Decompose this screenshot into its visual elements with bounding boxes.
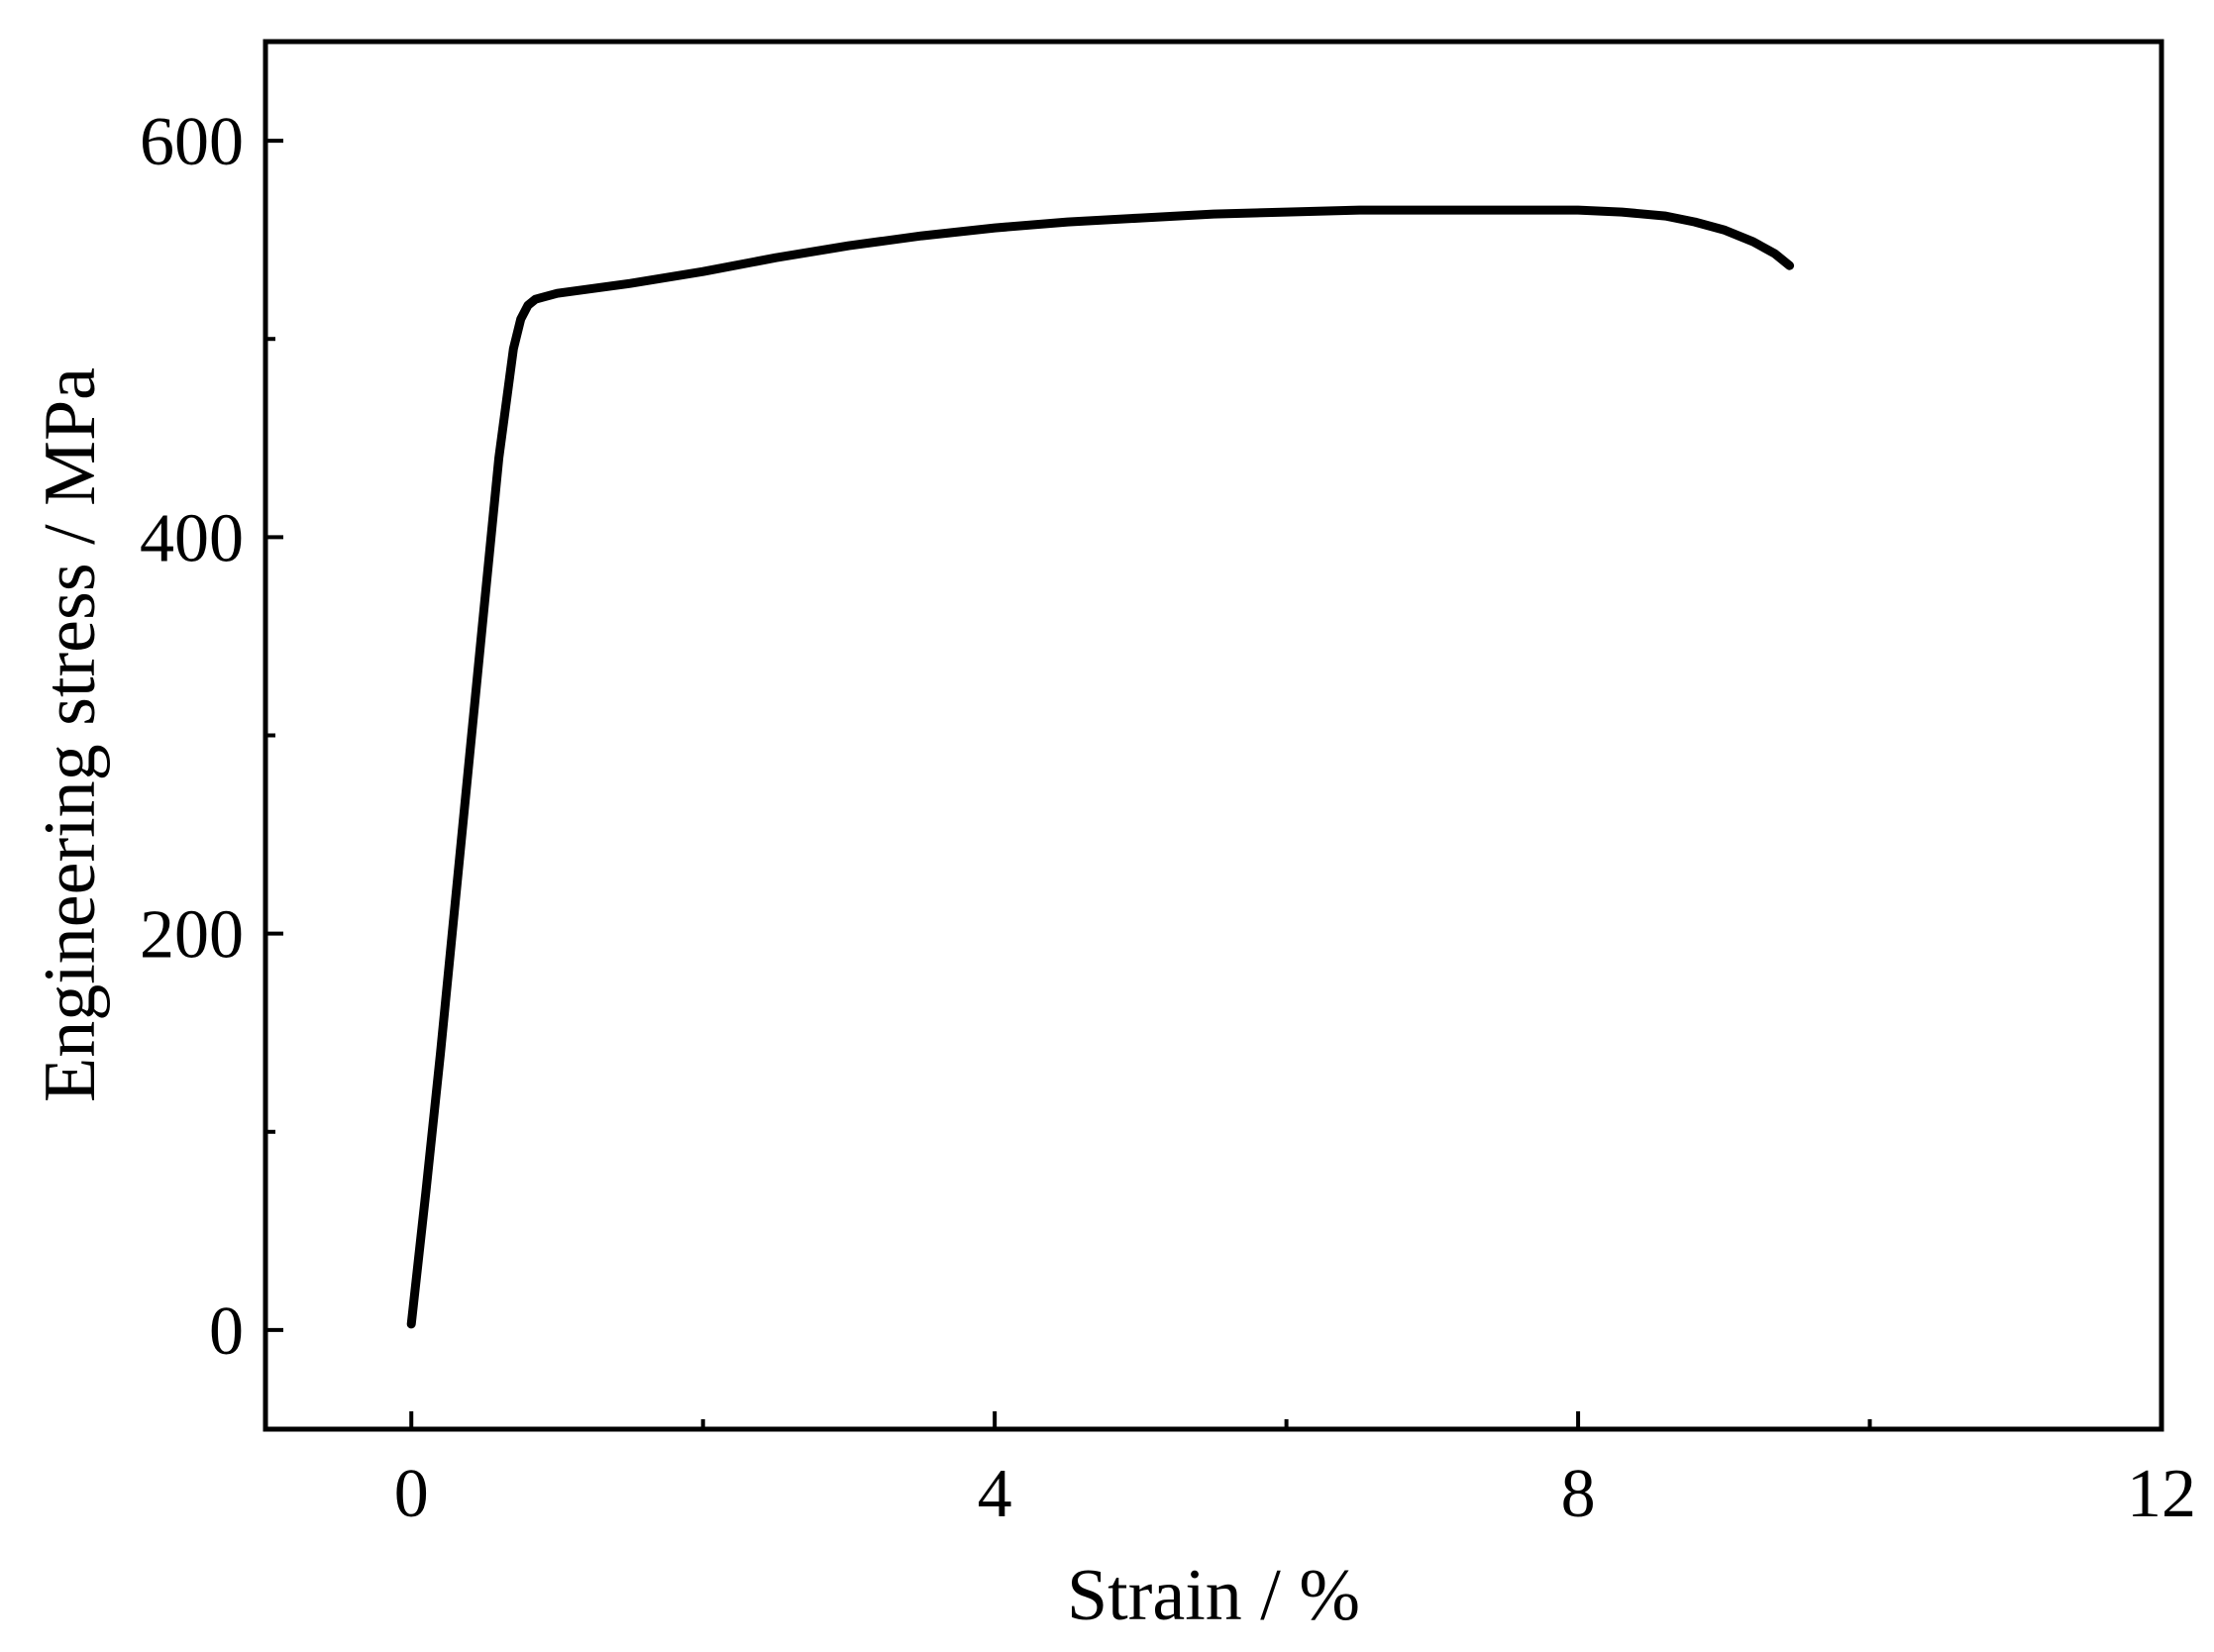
y-tick-label: 400 bbox=[140, 500, 244, 576]
x-tick-label: 0 bbox=[394, 1456, 429, 1532]
y-tick-label: 600 bbox=[140, 104, 244, 180]
stress-strain-curve bbox=[406, 205, 1795, 1329]
x-axis-title: Strain / % bbox=[1067, 1555, 1360, 1636]
x-tick-label: 4 bbox=[978, 1456, 1012, 1532]
y-tick-label: 200 bbox=[140, 897, 244, 974]
x-tick-label: 12 bbox=[2127, 1456, 2196, 1532]
y-axis-title: Engineering stress / MPa bbox=[30, 367, 111, 1102]
y-tick-label: 0 bbox=[209, 1293, 244, 1370]
x-tick-label: 8 bbox=[1561, 1456, 1596, 1532]
plot-frame bbox=[263, 39, 2164, 1432]
